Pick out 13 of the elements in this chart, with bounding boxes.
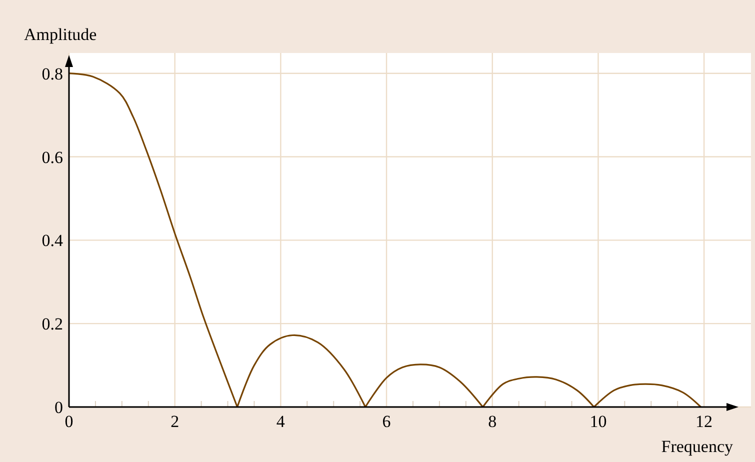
x-axis-title: Frequency xyxy=(661,437,734,456)
x-tick-label: 4 xyxy=(276,412,286,431)
y-axis-title: Amplitude xyxy=(24,25,97,44)
y-tick-label: 0 xyxy=(54,398,63,417)
x-tick-label: 8 xyxy=(488,412,497,431)
x-tick-label: 6 xyxy=(382,412,391,431)
x-tick-label: 10 xyxy=(590,412,607,431)
y-tick-label: 0.6 xyxy=(42,148,63,167)
y-tick-label: 0.2 xyxy=(42,314,63,334)
y-tick-label: 0.4 xyxy=(42,231,64,250)
x-tick-label: 2 xyxy=(170,412,180,431)
x-tick-label: 12 xyxy=(696,412,713,431)
y-tick-label: 0.8 xyxy=(42,64,63,84)
